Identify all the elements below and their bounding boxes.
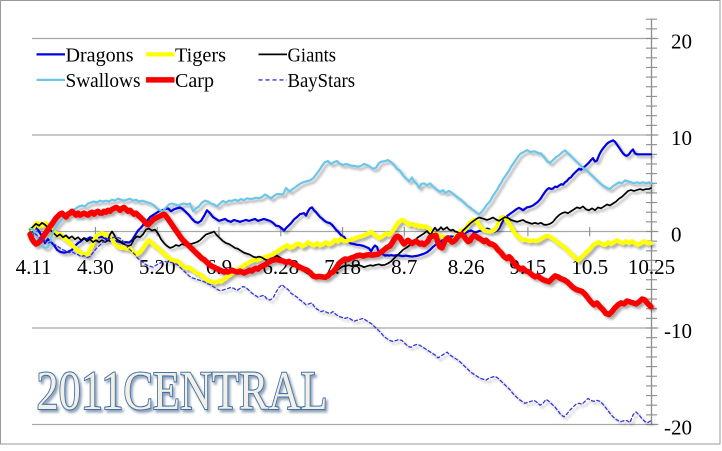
svg-text:-10: -10 xyxy=(664,319,692,343)
svg-text:10: 10 xyxy=(671,126,692,150)
svg-text:-20: -20 xyxy=(664,416,692,440)
svg-text:2011CENTRAL: 2011CENTRAL xyxy=(37,360,328,421)
svg-text:Dragons: Dragons xyxy=(66,44,134,66)
svg-text:4.11: 4.11 xyxy=(16,255,52,279)
svg-text:20: 20 xyxy=(671,30,692,54)
svg-text:BayStars: BayStars xyxy=(288,70,356,92)
svg-text:Tigers: Tigers xyxy=(175,44,226,66)
svg-text:4.30: 4.30 xyxy=(77,255,114,279)
svg-text:0: 0 xyxy=(671,223,682,247)
svg-text:Giants: Giants xyxy=(288,44,337,66)
svg-text:Carp: Carp xyxy=(175,70,214,92)
svg-text:Swallows: Swallows xyxy=(66,70,141,92)
svg-text:8.26: 8.26 xyxy=(448,255,485,279)
svg-text:8.7: 8.7 xyxy=(391,255,417,279)
svg-text:10.25: 10.25 xyxy=(628,255,675,279)
